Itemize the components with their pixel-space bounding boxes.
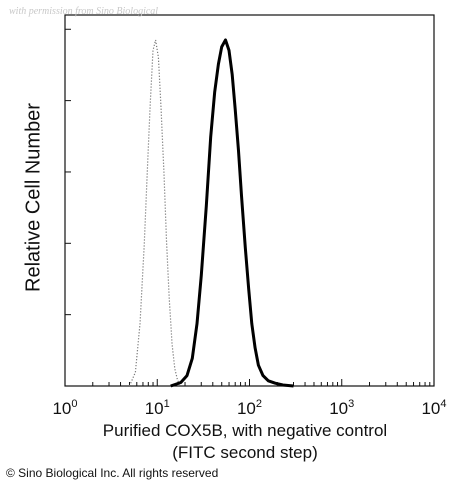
- x-axis-label-line1: Purified COX5B, with negative control: [102, 421, 388, 440]
- x-tick-label: 100: [52, 398, 77, 418]
- x-axis-tick-labels: 100 101 102 103 104: [52, 398, 446, 418]
- x-tick-label: 101: [145, 398, 170, 418]
- x-axis-label-line2: (FITC second step): [172, 443, 318, 462]
- x-tick-label: 103: [329, 398, 354, 418]
- series-group: [128, 38, 294, 388]
- control-series-line: [128, 39, 181, 387]
- x-tick-label: 102: [237, 398, 262, 418]
- watermark-text: with permission from Sino Biological: [9, 6, 159, 17]
- x-axis-label: Purified COX5B, with negative control (F…: [0, 420, 450, 464]
- y-axis-label: Relative Cell Number: [22, 103, 45, 292]
- y-axis-ticks: [65, 28, 71, 316]
- copyright-text: © Sino Biological Inc. All rights reserv…: [6, 466, 219, 480]
- cox5b-series-line: [170, 38, 294, 388]
- x-tick-label: 104: [421, 398, 446, 418]
- x-axis-ticks: [64, 379, 431, 386]
- plot-frame: [64, 14, 435, 387]
